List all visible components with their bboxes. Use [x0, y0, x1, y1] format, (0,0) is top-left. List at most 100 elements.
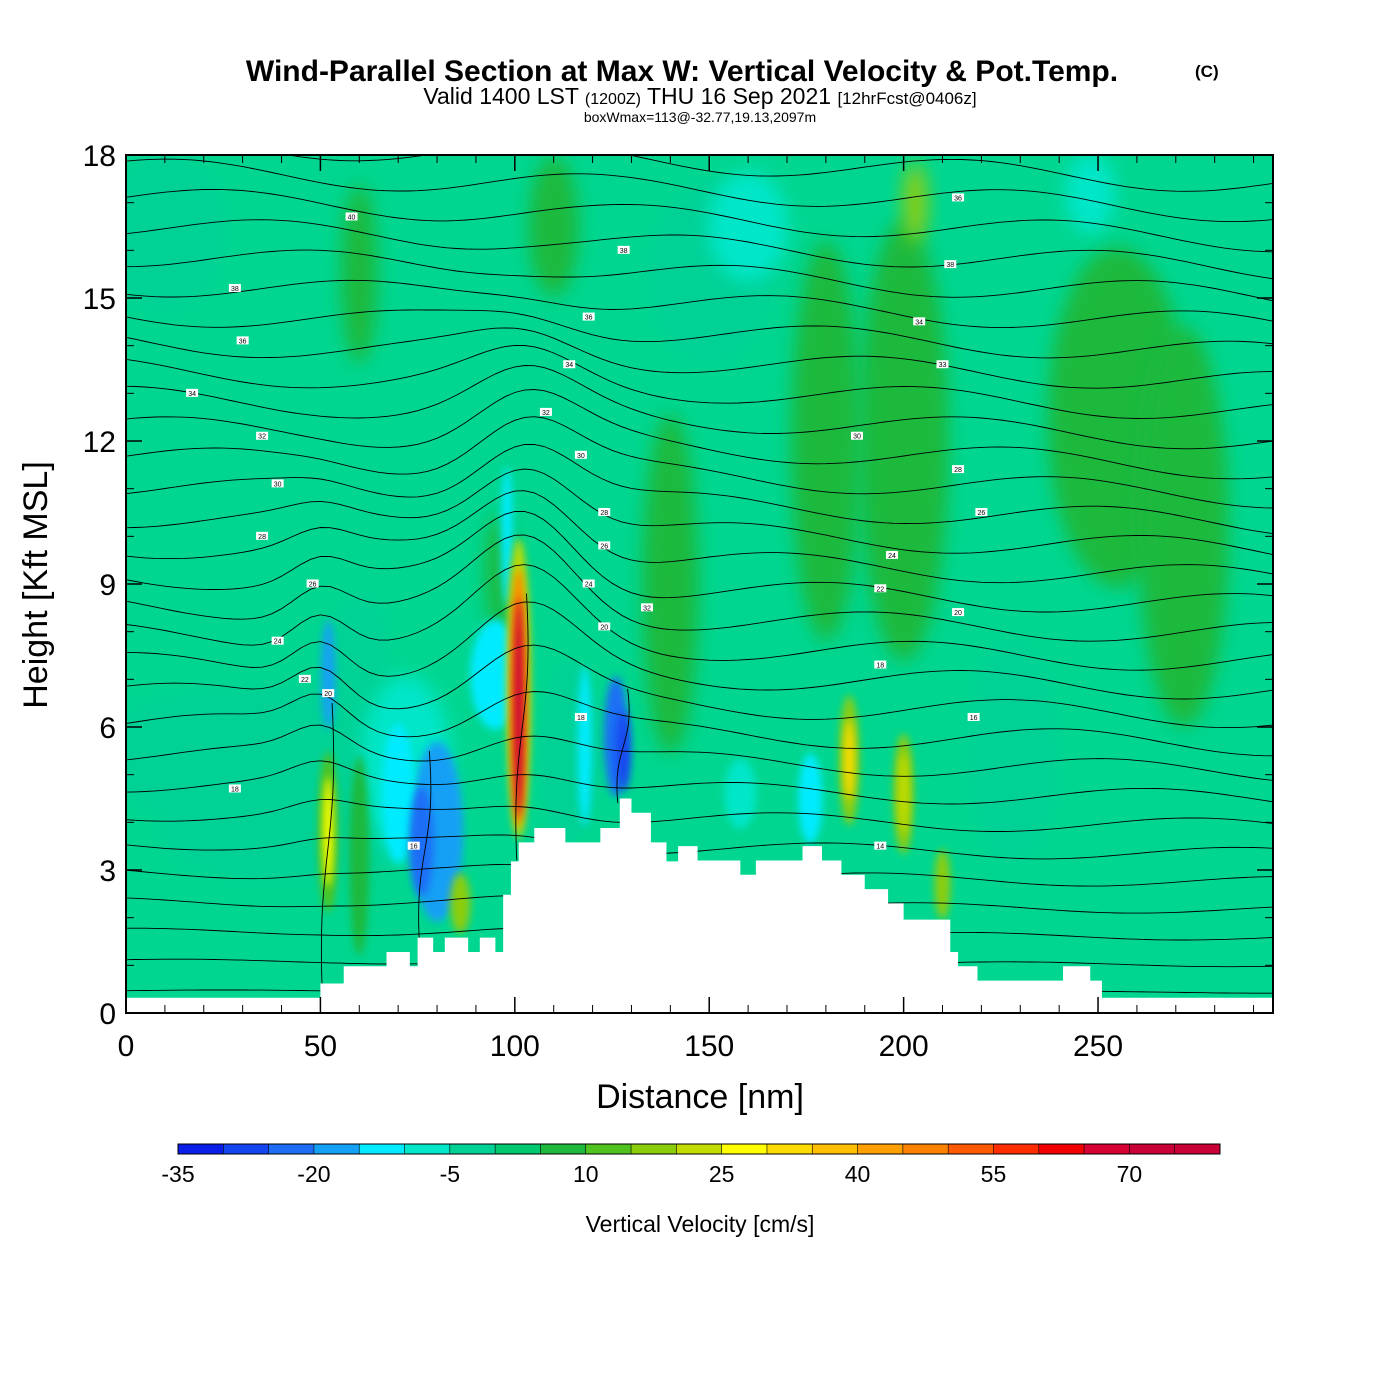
theta-contour-label: 28	[598, 508, 611, 517]
theta-contour-line	[126, 724, 1273, 781]
theta-contour-label: 30	[574, 450, 587, 460]
subtitle-valid: Valid 1400 LST	[423, 83, 579, 109]
y-tick-label: 12	[83, 426, 116, 459]
theta-contour-label: 24	[582, 579, 595, 589]
velocity-cell	[898, 753, 909, 834]
colorbar-bin	[857, 1144, 904, 1154]
velocity-cell	[329, 595, 390, 706]
subtitle-utc: (1200Z)	[585, 91, 641, 108]
colorbar-bin	[1129, 1144, 1176, 1154]
colorbar-bin	[178, 1144, 224, 1154]
theta-contour-line	[126, 309, 1273, 359]
theta-contour-line	[286, 155, 1273, 192]
contour-label-background	[952, 465, 965, 474]
colorbar-bin	[585, 1144, 632, 1154]
colorbar-tick-label: -35	[161, 1161, 194, 1187]
theta-contour-label: 16	[407, 841, 420, 851]
y-tick-label: 9	[99, 569, 116, 602]
contour-label-text: 26	[600, 543, 608, 550]
colorbar-bin	[404, 1144, 451, 1154]
theta-contour-label: 22	[874, 584, 887, 593]
colorbar-tick-label: 40	[845, 1161, 871, 1187]
theta-contour-label: 24	[885, 550, 898, 560]
colorbar: -35 -20 -5 10 25 40 55 70	[161, 1143, 1221, 1187]
contour-label-background	[298, 674, 311, 683]
contour-label-background	[256, 431, 269, 440]
contour-label-text: 22	[876, 586, 884, 593]
colorbar-bin	[993, 1144, 1040, 1154]
theta-contour-line	[126, 188, 1273, 253]
theta-contour-label: 20	[598, 622, 611, 631]
contour-label-text: 16	[410, 844, 418, 851]
contour-label-text: 28	[258, 534, 266, 541]
velocity-field	[126, 155, 1229, 956]
chart-title: Wind-Parallel Section at Max W: Vertical…	[246, 55, 1118, 88]
theta-contour-label: 18	[228, 784, 241, 793]
contour-label-background	[582, 579, 595, 588]
velocity-cell	[1138, 326, 1229, 727]
contour-label-text: 34	[565, 362, 573, 369]
contour-label-text: 28	[600, 510, 608, 517]
contour-label-text: 33	[939, 362, 947, 369]
colorbar-frame	[177, 1143, 1221, 1155]
theta-contour-line	[126, 834, 1273, 860]
contour-label-text: 38	[620, 248, 628, 255]
velocity-cell	[126, 155, 225, 312]
velocity-cell	[903, 162, 928, 243]
contour-label-background	[582, 312, 595, 321]
contour-label-background	[952, 608, 965, 617]
contour-label-background	[944, 260, 957, 269]
contour-label-text: 38	[946, 262, 954, 269]
contour-label-text: 34	[915, 319, 923, 326]
theta-contour-line	[515, 593, 529, 861]
velocity-cell	[513, 597, 524, 818]
theta-contour-label: 30	[271, 479, 284, 488]
colorbar-tick-label: 55	[981, 1161, 1007, 1187]
colorbar-bin	[676, 1144, 723, 1154]
theta-contour-line	[126, 249, 1273, 302]
theta-contour-label: 34	[913, 317, 926, 326]
velocity-cell	[934, 849, 951, 920]
colorbar-bin	[902, 1144, 949, 1154]
colorbar-tick-label: -5	[440, 1161, 460, 1187]
velocity-cell	[321, 619, 336, 730]
theta-contour-line	[126, 601, 1273, 700]
x-axis-title: Distance [nm]	[596, 1078, 804, 1116]
y-tick-label: 15	[83, 283, 116, 316]
theta-contour-label: 24	[271, 636, 284, 646]
colorbar-bin	[631, 1144, 677, 1154]
theta-contour-label: 20	[322, 689, 335, 698]
velocity-cell	[790, 241, 861, 641]
contour-label-background	[874, 660, 887, 669]
theta-contour-label: 26	[598, 541, 611, 550]
theta-contour-label: 32	[641, 603, 654, 612]
contour-label-text: 20	[954, 610, 962, 617]
theta-contour-label: 36	[236, 336, 249, 345]
contour-label-background	[975, 508, 988, 516]
velocity-cell	[528, 156, 579, 297]
theta-contours	[126, 155, 1273, 994]
colorbar-bin	[1174, 1144, 1221, 1154]
contour-label-text: 40	[348, 214, 356, 221]
velocity-cell	[409, 786, 434, 897]
velocity-cell	[341, 184, 378, 365]
y-axis-title: Height [Kft MSL]	[17, 461, 55, 709]
colorbar-title: Vertical Velocity [cm/s]	[586, 1211, 815, 1237]
colorbar-bin	[223, 1144, 270, 1154]
velocity-cell	[967, 640, 1058, 861]
theta-contour-labels: 40 38 36 34 32 30 28 26 24 22 20 18 16 38 36 34 32 30 28 26…	[186, 193, 988, 851]
x-tick-label: 150	[684, 1030, 734, 1063]
y-tick-label: 6	[99, 712, 116, 745]
theta-contour-line	[126, 490, 1273, 584]
velocity-cell	[1065, 155, 1116, 234]
contour-label-text: 36	[954, 195, 962, 202]
theta-contour-label: 20	[952, 608, 965, 617]
theta-contour-line	[616, 688, 630, 804]
theta-contour-label: 34	[186, 388, 199, 398]
colorbar-bin	[1084, 1144, 1130, 1154]
theta-contour-line	[126, 511, 1273, 613]
contour-label-background	[967, 712, 980, 721]
theta-contour-line	[126, 468, 1273, 556]
theta-contour-line	[126, 365, 1273, 450]
contour-label-background	[936, 360, 949, 369]
